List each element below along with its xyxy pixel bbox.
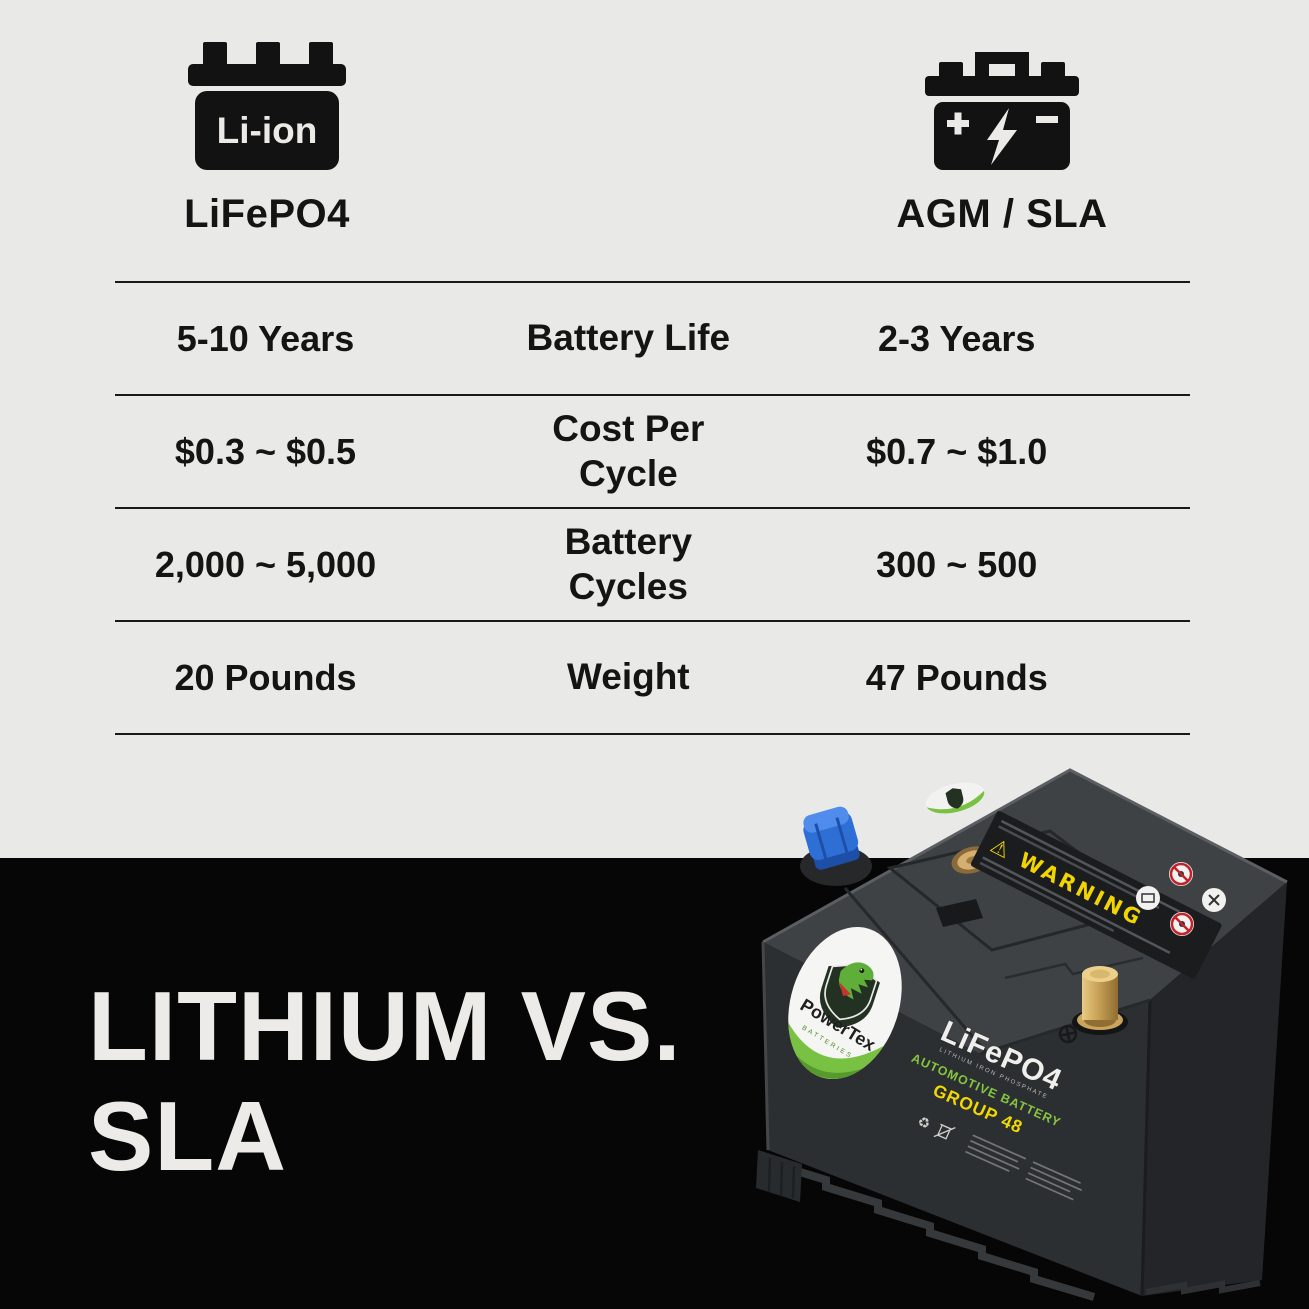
page-title: LITHIUM VS. SLA [88, 971, 682, 1192]
table-row: 20 Pounds Weight 47 Pounds [115, 620, 1190, 733]
fine-print: ♻ [915, 1113, 1083, 1201]
battery-product-image: ⚠ WARNING [756, 768, 1288, 1301]
title-line-2: SLA [88, 1080, 287, 1191]
row-label: Weight [566, 656, 690, 698]
row-label: Cost Per Cycle [552, 408, 705, 494]
lithium-value: 20 Pounds [174, 656, 357, 698]
safety-icons [1136, 862, 1226, 936]
terminal-mark [1058, 1024, 1078, 1044]
bottom-rib-flange [772, 1160, 1096, 1301]
blue-terminal-cover [803, 806, 860, 870]
top-vent-slot [936, 899, 983, 927]
table-row: $0.3 ~ $0.5 Cost Per Cycle $0.7 ~ $1.0 [115, 394, 1190, 507]
header-agm: AGM / SLA [850, 36, 1154, 237]
terminal-post [1072, 966, 1128, 1035]
left-ledge [756, 1150, 802, 1202]
row-label: Battery Life [526, 317, 731, 359]
trex-shield-logo [819, 962, 880, 1028]
li-ion-battery-icon: Li-ion [188, 42, 346, 170]
battery-right-face [1142, 882, 1287, 1296]
no-trash-icon [933, 1123, 956, 1140]
sla-value: 2-3 Years [877, 317, 1036, 359]
recycle-icon: ♻ [915, 1113, 933, 1133]
sla-value: 47 Pounds [865, 656, 1048, 698]
table-row: 5-10 Years Battery Life 2-3 Years [115, 281, 1190, 394]
agm-sla-battery-icon [925, 52, 1079, 170]
sla-value: $0.7 ~ $1.0 [866, 430, 1048, 472]
lithium-value: 2,000 ~ 5,000 [154, 543, 377, 585]
top-brand-sticker [925, 782, 987, 818]
header-lithium: Li-ion LiFePO4 [115, 36, 419, 237]
bottom-rib-flange-right [1145, 1280, 1261, 1295]
right-column-title: AGM / SLA [896, 192, 1108, 236]
lithium-value: 5-10 Years [176, 317, 355, 359]
table-row: 2,000 ~ 5,000 Battery Cycles 300 ~ 500 [115, 507, 1190, 620]
comparison-table: 5-10 Years Battery Life 2-3 Years $0.3 ~… [115, 281, 1190, 735]
title-line-1: LITHIUM VS. [88, 971, 682, 1081]
left-column-title: LiFePO4 [184, 192, 350, 236]
lithium-value: $0.3 ~ $0.5 [174, 430, 357, 472]
sla-value: 300 ~ 500 [876, 543, 1038, 585]
row-label: Battery Cycles [564, 521, 693, 607]
li-ion-badge: Li-ion [217, 110, 318, 151]
